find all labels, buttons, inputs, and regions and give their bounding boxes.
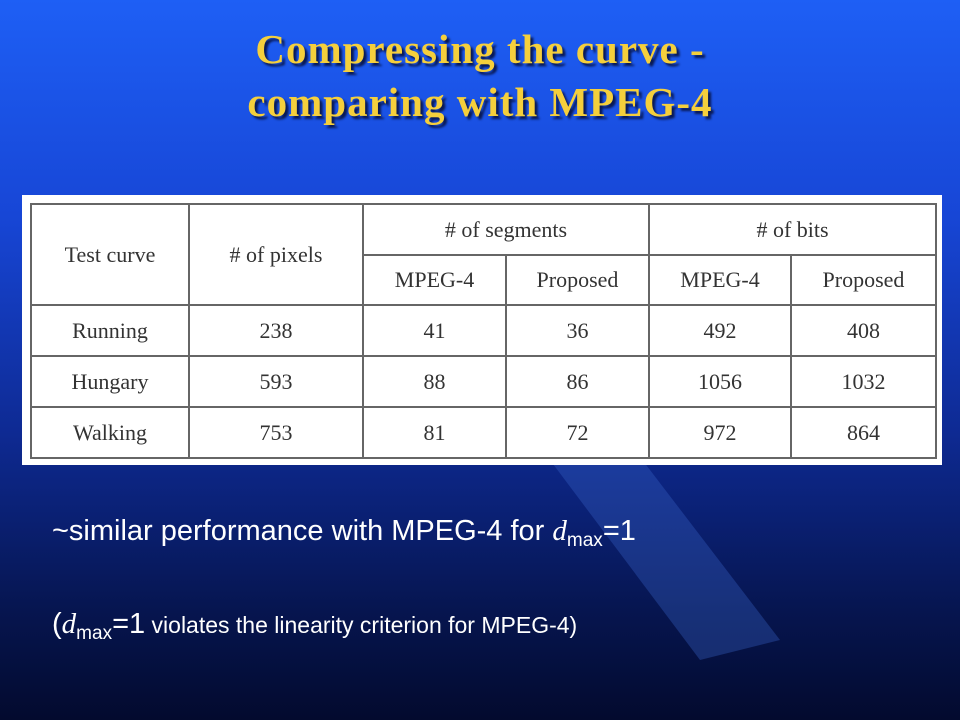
title-line: Compressing the curve -	[255, 26, 705, 72]
note-text: d	[61, 608, 77, 640]
cell: 1056	[648, 355, 792, 408]
cell: 86	[505, 355, 650, 408]
cell: 753	[188, 406, 364, 459]
cell: 41	[362, 304, 507, 357]
cell: 88	[362, 355, 507, 408]
table-row: Running 238 41 36 492 408	[30, 304, 937, 357]
cell: 36	[505, 304, 650, 357]
header-cell: Proposed	[790, 254, 937, 306]
note-text: (	[52, 608, 62, 640]
cell: 864	[790, 406, 937, 459]
cell: 593	[188, 355, 364, 408]
note-subscript: max	[76, 623, 113, 644]
table-row: Hungary 593 88 86 1056 1032	[30, 355, 937, 408]
row-label: Running	[30, 304, 190, 357]
cell: 1032	[790, 355, 937, 408]
cell: 238	[188, 304, 364, 357]
note-text: d	[552, 515, 567, 547]
note: (dmax=1 violates the linearity criterion…	[52, 608, 577, 645]
table-panel: Test curve # of pixels # of segments # o…	[22, 195, 942, 465]
cell: 492	[648, 304, 792, 357]
header-cell: # of pixels	[188, 203, 364, 306]
header-cell: MPEG-4	[648, 254, 792, 306]
header-cell: Proposed	[505, 254, 650, 306]
cell: 972	[648, 406, 792, 459]
cell: 408	[790, 304, 937, 357]
title-line: comparing with MPEG-4	[247, 79, 713, 125]
note-text: ~similar performance with MPEG-4 for	[52, 515, 553, 547]
note-text: =1	[602, 515, 636, 547]
note-text: =1	[112, 608, 146, 640]
cell: 72	[505, 406, 650, 459]
results-table: Test curve # of pixels # of segments # o…	[30, 203, 937, 459]
note-subscript: max	[566, 530, 603, 551]
row-label: Walking	[30, 406, 190, 459]
cell: 81	[362, 406, 507, 459]
header-cell: Test curve	[30, 203, 190, 306]
note: ~similar performance with MPEG-4 for dma…	[52, 515, 636, 552]
header-cell: # of bits	[648, 203, 937, 256]
table-row: Walking 753 81 72 972 864	[30, 406, 937, 459]
note-text: violates the linearity criterion for MPE…	[145, 612, 578, 638]
header-cell: # of segments	[362, 203, 650, 256]
header-cell: MPEG-4	[362, 254, 507, 306]
row-label: Hungary	[30, 355, 190, 408]
